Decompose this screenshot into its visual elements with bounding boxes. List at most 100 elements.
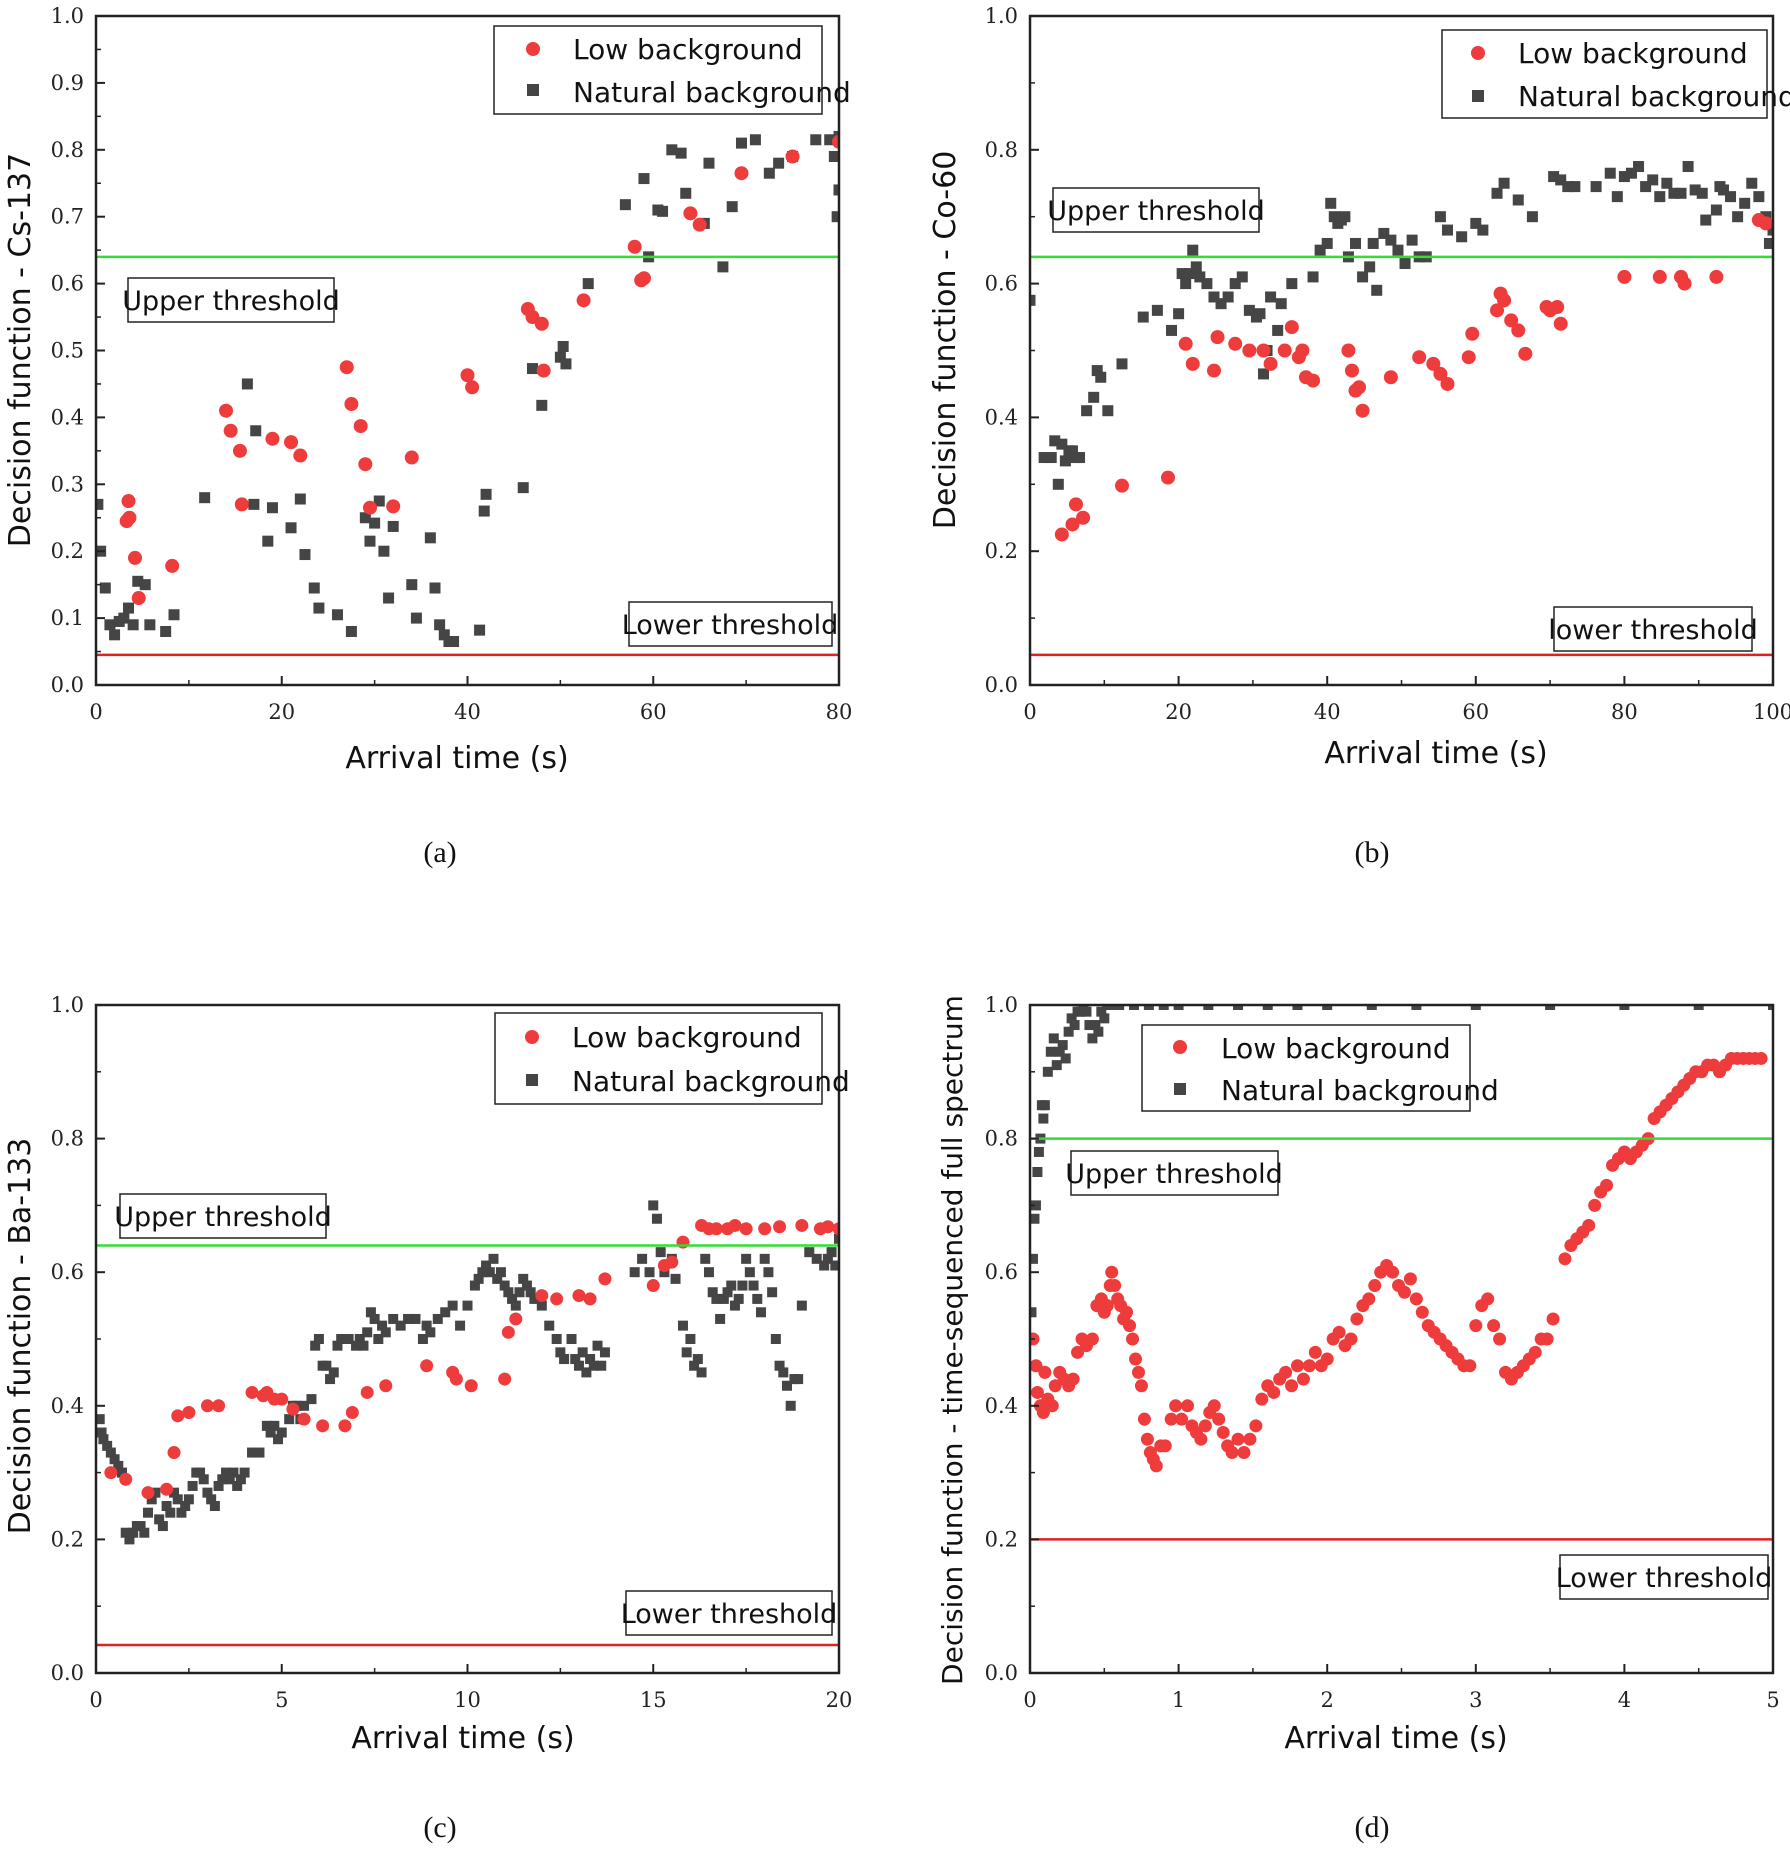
natural-background-point xyxy=(120,1527,131,1538)
natural-background-point xyxy=(410,1313,421,1324)
x-tick-label: 1 xyxy=(1172,1688,1185,1712)
natural-background-point xyxy=(1187,244,1199,256)
low-background-point xyxy=(1754,1051,1768,1065)
low-background-point xyxy=(1178,336,1193,351)
natural-background-point xyxy=(1732,211,1744,223)
natural-background-point xyxy=(1768,1005,1773,1010)
low-background-point xyxy=(1403,1272,1417,1286)
natural-background-point xyxy=(473,1273,484,1284)
natural-background-point xyxy=(1545,1005,1556,1010)
y-tick-label: 0.0 xyxy=(51,1661,84,1685)
low-background-point xyxy=(1198,1419,1212,1433)
natural-background-point xyxy=(421,1320,432,1331)
low-background-point xyxy=(1076,510,1091,525)
natural-background-point xyxy=(831,211,839,223)
natural-background-point xyxy=(1378,227,1390,239)
y-tick-label: 0.7 xyxy=(51,205,84,229)
low-background-point xyxy=(1546,1312,1560,1326)
legend-marker-low xyxy=(1471,46,1485,60)
natural-background-point xyxy=(834,1233,839,1244)
natural-background-point xyxy=(729,1300,740,1311)
y-axis-label: Decision function - Co-60 xyxy=(928,151,963,530)
low-background-point xyxy=(1350,1312,1364,1326)
y-tick-label: 0.8 xyxy=(51,1127,84,1151)
natural-background-point xyxy=(269,1420,280,1431)
low-background-point xyxy=(360,1385,374,1399)
lower-threshold-label: Lower threshold xyxy=(622,610,839,641)
natural-background-point xyxy=(1325,197,1337,209)
low-background-point xyxy=(1108,1279,1122,1293)
natural-background-point xyxy=(1090,1020,1101,1031)
low-background-point xyxy=(1158,1439,1172,1453)
natural-background-point xyxy=(139,579,151,591)
natural-background-point xyxy=(521,1280,532,1291)
low-background-point xyxy=(316,1419,330,1433)
natural-background-point xyxy=(477,1267,488,1278)
low-background-point xyxy=(1175,1412,1189,1426)
low-background-point xyxy=(358,457,373,472)
natural-background-point xyxy=(1399,258,1411,270)
x-axis-label: Arrival time (s) xyxy=(1324,736,1547,771)
low-background-point xyxy=(795,1218,809,1232)
lower-threshold-annotation: lower threshold xyxy=(1548,606,1758,652)
low-background-point xyxy=(665,1255,679,1269)
natural-background-point xyxy=(310,1340,321,1351)
low-background-point xyxy=(1308,1345,1322,1359)
natural-background-point xyxy=(336,1334,347,1344)
low-background-point xyxy=(344,397,359,412)
low-background-point xyxy=(1210,330,1225,345)
low-background-point xyxy=(219,403,234,418)
natural-background-point xyxy=(1411,1005,1422,1010)
y-tick-label: 0.5 xyxy=(51,339,84,363)
low-background-point xyxy=(1105,1265,1119,1279)
natural-background-point xyxy=(726,201,738,213)
natural-background-point xyxy=(659,1267,670,1278)
natural-background-point xyxy=(228,1467,239,1478)
y-axis-label: Decision function - Ba-133 xyxy=(3,1138,38,1535)
low-background-point xyxy=(1030,1385,1044,1399)
natural-background-point xyxy=(770,1334,781,1344)
natural-background-point xyxy=(1470,1005,1481,1010)
natural-background-point xyxy=(209,1501,220,1511)
natural-background-point xyxy=(592,1340,603,1351)
natural-background-point xyxy=(499,1280,510,1291)
low-background-point xyxy=(1550,300,1565,315)
x-tick-label: 80 xyxy=(826,700,853,724)
legend: Low background Natural background xyxy=(494,1012,850,1105)
legend: Low background Natural background xyxy=(493,25,851,115)
low-background-point xyxy=(1169,1399,1183,1413)
low-background-point xyxy=(265,431,280,446)
natural-background-point xyxy=(261,1420,272,1431)
natural-background-point xyxy=(1030,294,1036,306)
natural-background-point xyxy=(157,1521,168,1532)
legend-box xyxy=(1141,1024,1471,1112)
low-background-point xyxy=(1085,1332,1099,1346)
natural-background-point xyxy=(1173,1005,1184,1010)
low-background-point xyxy=(232,443,247,458)
low-background-point xyxy=(1461,350,1476,365)
low-background-point xyxy=(1065,517,1080,532)
natural-background-point xyxy=(1066,445,1078,457)
lower-threshold-annotation: Lower threshold xyxy=(622,601,839,647)
natural-background-point xyxy=(98,1434,109,1445)
natural-background-point xyxy=(1088,391,1100,403)
tick-marks xyxy=(95,1004,840,1674)
legend: Low background Natural background xyxy=(1141,1024,1499,1112)
natural-background-point xyxy=(369,517,381,529)
natural-background-point xyxy=(351,1340,362,1351)
low-background-point xyxy=(683,206,698,221)
natural-background-point xyxy=(1763,237,1773,249)
natural-background-point xyxy=(109,629,121,641)
low-background-point xyxy=(104,1466,118,1480)
natural-background-point xyxy=(774,1360,785,1371)
y-tick-label: 0.9 xyxy=(51,71,84,95)
natural-background-point xyxy=(585,1354,596,1365)
natural-background-point xyxy=(168,609,180,621)
natural-background-point xyxy=(250,425,262,437)
natural-background-point xyxy=(448,636,460,648)
natural-background-point xyxy=(425,1327,436,1338)
natural-background-point xyxy=(555,1347,566,1358)
natural-background-point xyxy=(1590,181,1602,193)
low-background-point xyxy=(773,1220,787,1234)
natural-background-point xyxy=(796,1300,807,1311)
